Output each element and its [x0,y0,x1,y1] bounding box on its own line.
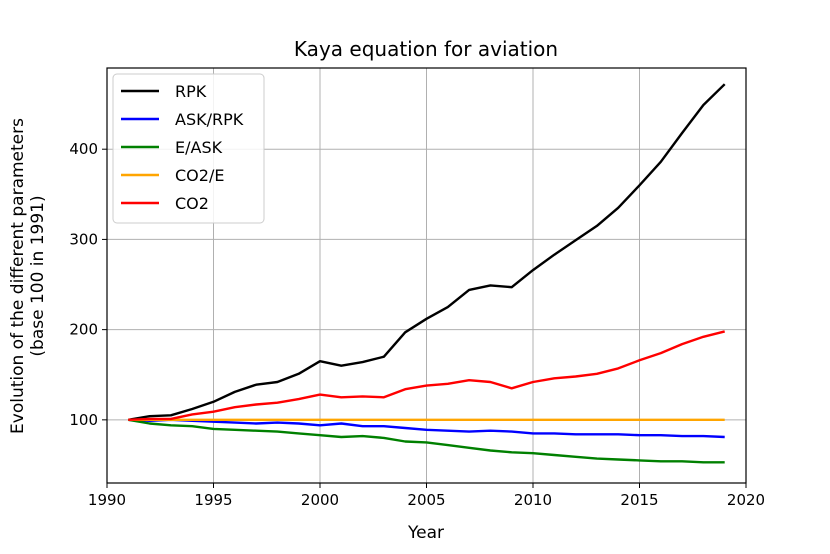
x-tick-label: 2020 [727,491,765,509]
y-tick-label: 300 [69,230,98,248]
chart-title: Kaya equation for aviation [294,37,558,61]
legend-label: CO2/E [175,166,224,185]
series-lines [128,83,726,464]
y-ticks: 100 200 300 400 [69,140,107,429]
y-tick-label: 100 [69,411,98,429]
legend-label: RPK [175,82,207,101]
series-line-ask-rpk [128,418,725,439]
y-tick-label: 400 [69,140,98,158]
x-tick-label: 2005 [407,491,445,509]
legend: RPK ASK/RPK E/ASK CO2/E CO2 [112,73,265,224]
x-tick-label: 1995 [194,491,232,509]
x-axis-label: Year [407,523,444,543]
x-tick-label: 2015 [620,491,658,509]
series-line-co2 [128,330,725,421]
x-tick-label: 2010 [514,491,552,509]
y-axis-label-line2: (base 100 in 1991) [28,195,48,356]
series-line-rpk [128,83,726,421]
y-axis-label-line1: Evolution of the different parameters [8,118,28,434]
y-axis-label: Evolution of the different parameters (b… [8,118,48,434]
series-line-e-ask [128,418,725,464]
legend-label: CO2 [175,194,209,213]
legend-label: E/ASK [175,138,223,157]
x-ticks: 1990 1995 2000 2005 2010 2015 2020 [88,483,765,509]
y-tick-label: 200 [69,321,98,339]
x-tick-label: 2000 [301,491,339,509]
x-tick-label: 1990 [88,491,126,509]
legend-box [112,73,265,224]
legend-label: ASK/RPK [175,110,244,129]
